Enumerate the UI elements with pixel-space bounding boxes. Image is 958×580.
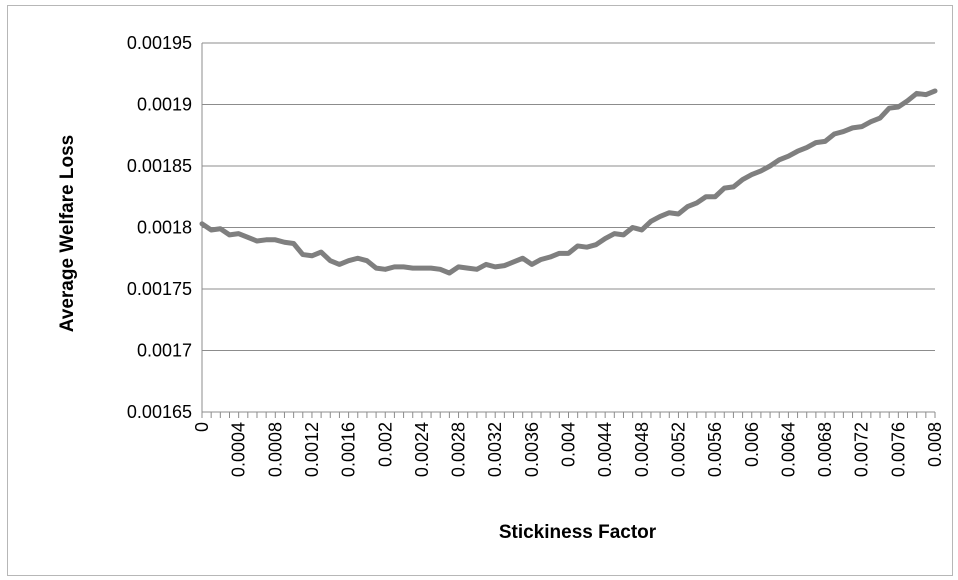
- x-tick-label: 0.0016: [339, 422, 359, 477]
- x-tick-label: 0.0004: [229, 422, 249, 477]
- x-tick-label: 0.0008: [265, 422, 285, 477]
- y-tick-label: 0.0018: [137, 218, 192, 238]
- x-tick-label: 0.0068: [815, 422, 835, 477]
- x-tick-label: 0.0012: [302, 422, 322, 477]
- x-tick-label: 0.0072: [852, 422, 872, 477]
- x-tick-label: 0.0028: [449, 422, 469, 477]
- x-axis-title: Stickiness Factor: [499, 522, 657, 543]
- x-tick-label: 0.0032: [485, 422, 505, 477]
- x-tick-label: 0.006: [742, 422, 762, 467]
- y-tick-label: 0.00185: [127, 156, 192, 176]
- x-tick-label: 0.002: [375, 422, 395, 467]
- x-tick-label: 0: [192, 422, 212, 432]
- gridlines: [202, 42, 935, 351]
- y-tick-label: 0.00165: [127, 402, 192, 422]
- x-tick-label: 0.0044: [595, 422, 615, 477]
- axes: [201, 43, 936, 418]
- series-group: [199, 88, 938, 276]
- x-tick-label: 0.0024: [412, 422, 432, 477]
- y-tick-label: 0.0019: [137, 95, 192, 115]
- x-tick-label: 0.008: [925, 422, 945, 467]
- x-axis-tick-labels: 0 0.0004 0.0008 0.0012 0.0016 0.002 0.0024 0.00…: [192, 422, 945, 477]
- x-tick-label: 0.004: [559, 422, 579, 467]
- y-tick-label: 0.00175: [127, 279, 192, 299]
- y-tick-label: 0.0017: [137, 341, 192, 361]
- y-axis-title: Average Welfare Loss: [57, 135, 78, 332]
- y-axis-tick-labels: 0.00165 0.0017 0.00175 0.0018 0.00185 0.0019 0…: [127, 33, 192, 422]
- y-tick-label: 0.00195: [127, 33, 192, 53]
- x-tick-label: 0.0056: [705, 422, 725, 477]
- x-tick-label: 0.0036: [522, 422, 542, 477]
- x-tick-label: 0.0076: [888, 422, 908, 477]
- series-line: [199, 88, 938, 276]
- x-tick-label: 0.0052: [668, 422, 688, 477]
- chart-frame: [7, 5, 953, 576]
- x-tick-label: 0.0048: [632, 422, 652, 477]
- x-tick-label: 0.0064: [778, 422, 798, 477]
